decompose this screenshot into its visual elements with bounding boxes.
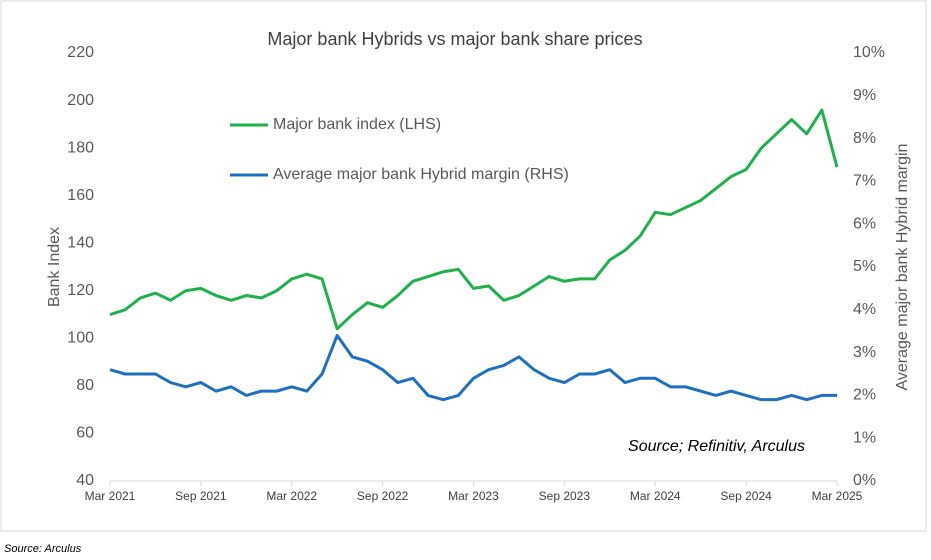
- chart-title: Major bank Hybrids vs major bank share p…: [267, 29, 642, 49]
- y2-tick-label: 10%: [853, 44, 885, 61]
- y-tick-label: 100: [67, 330, 94, 347]
- y2-axis-label: Average major bank Hybrid margin: [894, 144, 911, 391]
- y-tick-label: 220: [67, 44, 94, 61]
- y2-tick-label: 7%: [853, 173, 876, 190]
- footnote: Source: Arculus: [4, 543, 82, 555]
- series-line: [109, 333, 837, 402]
- y-tick-label: 40: [76, 472, 94, 489]
- x-tick-label: Mar 2024: [630, 489, 681, 503]
- x-tick-label: Mar 2025: [812, 489, 863, 503]
- legend-label: Major bank index (LHS): [273, 116, 441, 133]
- y2-tick-label: 1%: [853, 429, 876, 446]
- x-tick-label: Mar 2023: [448, 489, 499, 503]
- series-line: [109, 108, 839, 331]
- chart-frame: [0, 0, 927, 532]
- y-tick-label: 160: [67, 187, 94, 204]
- y2-tick-label: 2%: [853, 387, 876, 404]
- x-tick-label: Sep 2024: [720, 489, 772, 503]
- y2-tick-label: 0%: [853, 472, 876, 489]
- y2-tick-label: 8%: [853, 130, 876, 147]
- y2-tick-label: 9%: [853, 87, 876, 104]
- x-tick-label: Sep 2021: [175, 489, 227, 503]
- y-tick-label: 200: [67, 92, 94, 109]
- y2-tick-label: 4%: [853, 301, 876, 318]
- y2-tick-label: 5%: [853, 258, 876, 275]
- y-tick-label: 180: [67, 139, 94, 156]
- y-tick-label: 80: [76, 377, 94, 394]
- x-tick-label: Mar 2021: [85, 489, 136, 503]
- annotation: Source; Refinitiv, Arculus: [628, 438, 805, 455]
- y-tick-label: 120: [67, 282, 94, 299]
- y2-tick-label: 3%: [853, 344, 876, 361]
- legend-label: Average major bank Hybrid margin (RHS): [273, 166, 569, 183]
- x-tick-label: Sep 2023: [539, 489, 591, 503]
- x-tick-label: Sep 2022: [357, 489, 409, 503]
- x-tick-label: Mar 2022: [266, 489, 317, 503]
- y-axis-label: Bank Index: [46, 227, 63, 307]
- y-tick-label: 60: [76, 425, 94, 442]
- y2-tick-label: 6%: [853, 215, 876, 232]
- y-tick-label: 140: [67, 234, 94, 251]
